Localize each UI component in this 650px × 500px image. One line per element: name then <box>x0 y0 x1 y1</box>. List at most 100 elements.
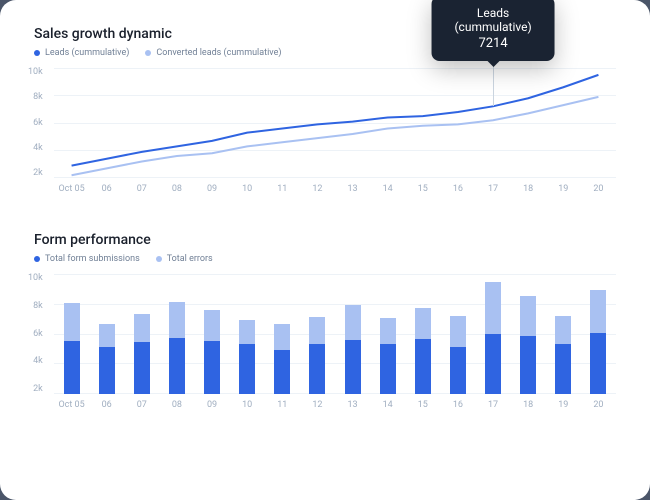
y-tick: 2k <box>33 385 43 394</box>
bar-seg-submissions <box>169 338 185 394</box>
y-tick: 8k <box>33 93 43 102</box>
legend-dot-icon <box>34 256 40 262</box>
bar-seg-errors <box>64 303 80 341</box>
y-tick: 4k <box>33 144 43 153</box>
stacked-bar <box>590 290 606 394</box>
bar-chart-legend: Total form submissions Total errors <box>34 254 616 264</box>
bar-seg-errors <box>274 324 290 349</box>
bar-seg-errors <box>345 305 361 340</box>
legend-label: Leads (cummulative) <box>45 48 129 58</box>
x-tick: 14 <box>370 400 405 410</box>
x-tick: 15 <box>405 400 440 410</box>
stacked-bar <box>415 308 431 394</box>
bar-seg-errors <box>169 302 185 338</box>
y-tick: 6k <box>33 330 43 339</box>
x-tick: 17 <box>476 400 511 410</box>
bar-slot <box>511 274 546 394</box>
x-tick: 20 <box>581 400 616 410</box>
bar-seg-errors <box>590 290 606 333</box>
line-chart-area: 10k8k6k4k2k Leads (cummulative) 7214 <box>34 68 616 178</box>
legend-item-converted: Converted leads (cummulative) <box>145 48 281 58</box>
legend-label: Converted leads (cummulative) <box>156 48 281 58</box>
bar-slot <box>230 274 265 394</box>
bar-slot <box>300 274 335 394</box>
bar-seg-errors <box>99 324 115 347</box>
legend-item-submissions: Total form submissions <box>34 254 140 264</box>
legend-item-leads: Leads (cummulative) <box>34 48 129 58</box>
y-tick: 6k <box>33 119 43 128</box>
bar-x-axis: Oct 05060708091011121314151617181920 <box>54 400 616 410</box>
bar-seg-submissions <box>239 344 255 394</box>
y-tick: 8k <box>33 302 43 311</box>
x-tick: 18 <box>511 400 546 410</box>
x-tick: 06 <box>89 184 124 194</box>
x-tick: 10 <box>230 400 265 410</box>
bar-plot <box>54 274 616 394</box>
stacked-bar <box>309 317 325 394</box>
line-y-axis: 10k8k6k4k2k <box>28 68 43 178</box>
tooltip-title: Leads (cummulative) <box>448 6 539 34</box>
chart-tooltip: Leads (cummulative) 7214 <box>432 0 555 61</box>
bar-seg-errors <box>309 317 325 343</box>
bar-slot <box>335 274 370 394</box>
bar-seg-errors <box>380 318 396 343</box>
bar-slot <box>159 274 194 394</box>
bar-seg-submissions <box>415 339 431 394</box>
form-performance-chart: Form performance Total form submissions … <box>34 232 616 410</box>
bar-y-axis: 10k8k6k4k2k <box>28 274 43 394</box>
tooltip-value: 7214 <box>448 36 539 51</box>
x-tick: 14 <box>370 184 405 194</box>
bar-chart-area: 10k8k6k4k2k <box>34 274 616 394</box>
dashboard-card: Sales growth dynamic Leads (cummulative)… <box>0 0 650 500</box>
bar-seg-errors <box>204 310 220 341</box>
bar-seg-submissions <box>274 350 290 394</box>
bar-slot <box>440 274 475 394</box>
bar-seg-submissions <box>99 347 115 394</box>
bar-seg-submissions <box>555 344 571 394</box>
bar-seg-submissions <box>345 340 361 394</box>
bar-slot <box>265 274 300 394</box>
line-series-leads <box>72 75 599 166</box>
x-tick: 07 <box>124 184 159 194</box>
stacked-bar <box>134 314 150 394</box>
bar-seg-submissions <box>134 342 150 394</box>
line-series-converted <box>72 97 599 175</box>
bar-seg-errors <box>450 316 466 347</box>
legend-dot-icon <box>156 256 162 262</box>
x-tick: 07 <box>124 400 159 410</box>
x-tick: 18 <box>511 184 546 194</box>
bar-slot <box>405 274 440 394</box>
bar-slot <box>581 274 616 394</box>
x-tick: 20 <box>581 184 616 194</box>
legend-label: Total errors <box>167 254 213 264</box>
bar-slot <box>89 274 124 394</box>
bar-seg-submissions <box>450 347 466 394</box>
line-plot: Leads (cummulative) 7214 <box>54 68 616 178</box>
bar-slot <box>476 274 511 394</box>
y-tick: 4k <box>33 357 43 366</box>
bar-slot <box>54 274 89 394</box>
stacked-bar <box>380 318 396 394</box>
x-tick: 06 <box>89 400 124 410</box>
bar-seg-errors <box>485 282 501 334</box>
stacked-bar <box>64 303 80 394</box>
x-tick: 11 <box>265 184 300 194</box>
x-tick: 16 <box>440 184 475 194</box>
stacked-bar <box>450 316 466 394</box>
stacked-bar <box>485 282 501 394</box>
line-svg <box>54 68 616 178</box>
x-tick: 09 <box>195 184 230 194</box>
x-tick: 12 <box>300 400 335 410</box>
bar-chart-title: Form performance <box>34 232 616 248</box>
x-tick: 13 <box>335 400 370 410</box>
stacked-bar <box>274 324 290 394</box>
x-tick: 19 <box>546 184 581 194</box>
bar-seg-submissions <box>590 333 606 394</box>
x-tick: 15 <box>405 184 440 194</box>
bar-seg-errors <box>520 296 536 337</box>
x-tick: 13 <box>335 184 370 194</box>
x-tick: 08 <box>159 184 194 194</box>
bar-seg-submissions <box>64 341 80 394</box>
x-tick: Oct 05 <box>54 400 89 410</box>
x-tick: 10 <box>230 184 265 194</box>
